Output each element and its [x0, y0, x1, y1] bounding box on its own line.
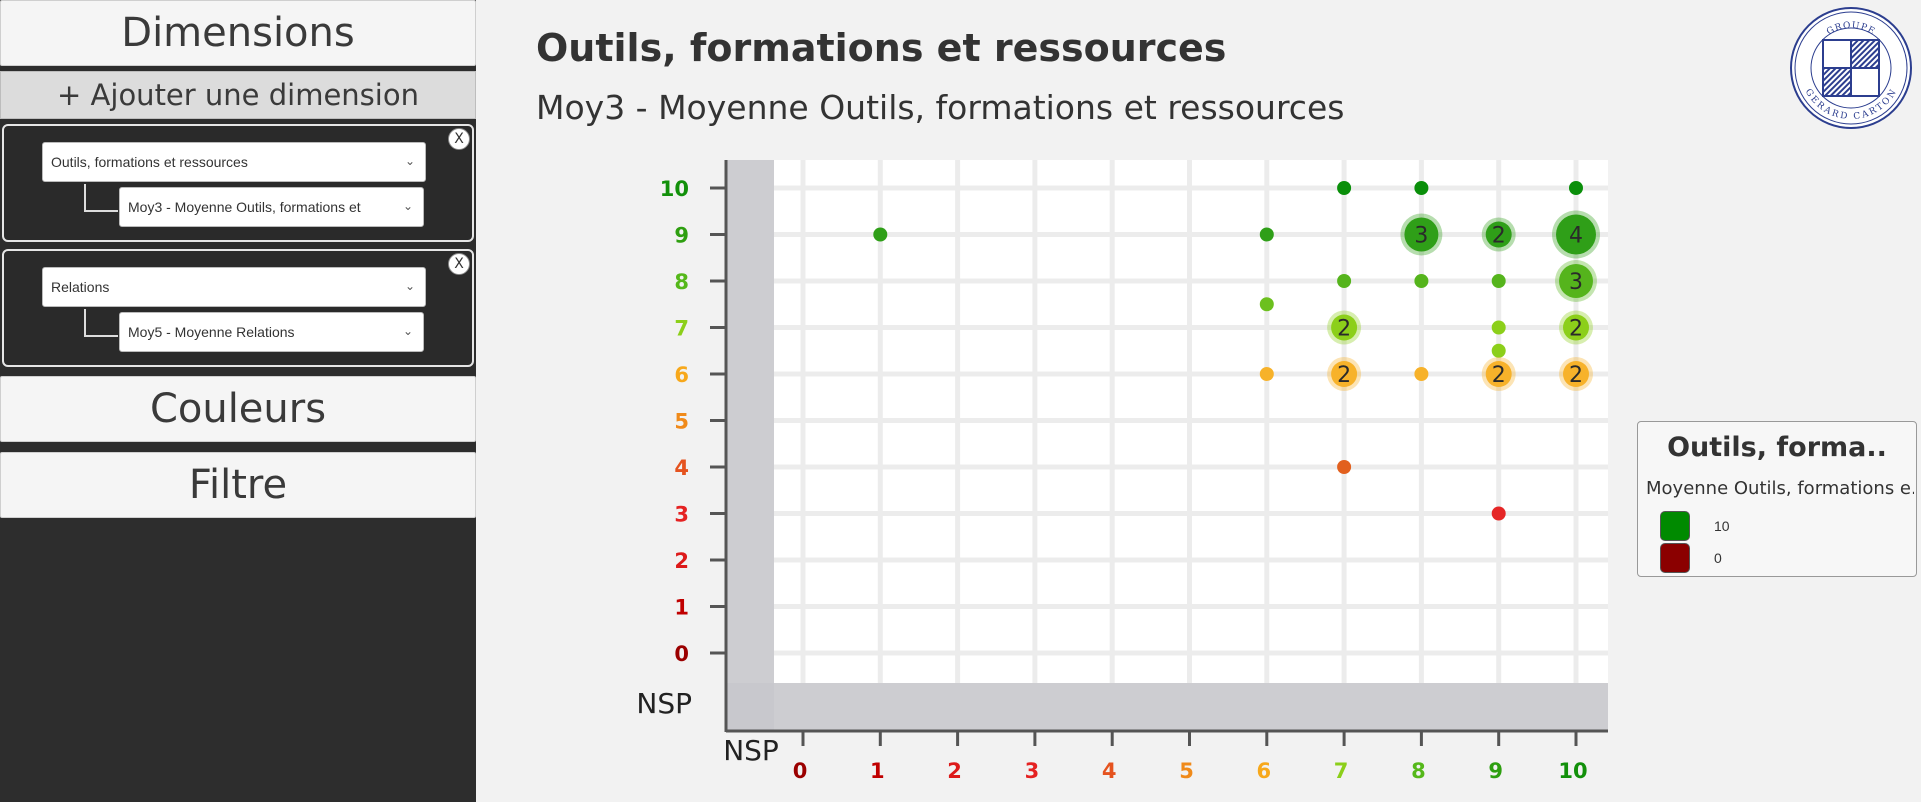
bubble-point — [1414, 181, 1429, 195]
y-tick-label: 10 — [660, 177, 689, 201]
bubble-count-label: 3 — [1569, 270, 1583, 295]
nsp-row-band — [726, 683, 1608, 730]
bubble-point — [1485, 361, 1512, 387]
bubble-count-label: 2 — [1492, 224, 1506, 249]
y-tick-label: NSP — [636, 687, 692, 720]
filter-header[interactable]: Filtre — [0, 452, 476, 518]
bubble-count-label: 3 — [1414, 224, 1428, 249]
tree-connector — [84, 309, 118, 337]
bubble-point — [1404, 217, 1439, 252]
sidebar: Dimensions + Ajouter une dimension X Out… — [0, 0, 476, 802]
chevron-down-icon: ⌄ — [404, 279, 415, 293]
dimension-2-select[interactable]: Relations ⌄ — [42, 267, 426, 307]
bubble-point — [1569, 181, 1583, 195]
bubble-count-label: 4 — [1569, 224, 1583, 249]
bubble-point — [1337, 274, 1352, 288]
x-tick-label: NSP — [723, 734, 779, 767]
y-tick-label: 1 — [674, 596, 689, 620]
bubble-point — [1556, 214, 1596, 255]
close-dimension-1-button[interactable]: X — [448, 128, 470, 150]
x-tick-label: 3 — [1025, 759, 1040, 783]
bubble-point — [1485, 221, 1512, 248]
x-tick-label: 2 — [947, 759, 962, 783]
x-tick-label: 9 — [1488, 759, 1503, 783]
bubble-point — [1491, 506, 1506, 521]
bubble-count-label: 2 — [1337, 317, 1351, 342]
dimension-1-select[interactable]: Outils, formations et ressources ⌄ — [42, 142, 426, 182]
dimension-2-sub-value: Moy5 - Moyenne Relations — [128, 324, 295, 340]
legend-label-low: 0 — [1714, 550, 1722, 566]
chevron-down-icon: ⌄ — [402, 199, 413, 213]
bubble-point — [1563, 314, 1589, 341]
bubble-point — [1331, 314, 1358, 341]
dimension-card-2: X Relations ⌄ Moy5 - Moyenne Relations ⌄ — [2, 249, 474, 367]
plot-area — [726, 160, 1608, 730]
page-title: Outils, formations et ressources — [536, 26, 1227, 70]
x-tick-label: 10 — [1558, 759, 1587, 783]
legend-swatch-high — [1660, 511, 1690, 541]
company-logo: GROUPE GERARD CARTON — [1790, 7, 1912, 129]
tree-connector — [84, 184, 118, 212]
bubble-point — [1559, 264, 1593, 298]
legend-swatch-low — [1660, 543, 1690, 573]
dimensions-header[interactable]: Dimensions — [0, 0, 476, 66]
legend-subtitle: Moyenne Outils, formations e.. — [1646, 478, 1914, 499]
y-tick-label: 8 — [674, 270, 689, 294]
bubble-point — [1259, 227, 1274, 242]
bubble-point — [1563, 361, 1589, 387]
legend-label-high: 10 — [1714, 518, 1730, 534]
y-tick-label: 4 — [674, 456, 689, 480]
bubble-point — [1337, 181, 1352, 195]
legend: Outils, forma.. Moyenne Outils, formatio… — [1637, 421, 1917, 577]
bubble-point — [1491, 343, 1506, 358]
chevron-down-icon: ⌄ — [404, 154, 415, 168]
x-tick-label: 5 — [1179, 759, 1194, 783]
y-tick-label: 2 — [674, 549, 689, 573]
add-dimension-button[interactable]: + Ajouter une dimension — [0, 71, 476, 119]
x-tick-label: 1 — [870, 759, 885, 783]
y-tick-label: 7 — [674, 317, 689, 341]
legend-title: Outils, forma.. — [1667, 432, 1887, 463]
dimension-2-value: Relations — [51, 279, 110, 295]
bubble-point — [1259, 297, 1274, 312]
x-tick-label: 4 — [1102, 759, 1117, 783]
page-subtitle: Moy3 - Moyenne Outils, formations et res… — [536, 88, 1345, 127]
x-tick-label: 0 — [793, 759, 808, 783]
bubble-point — [873, 227, 888, 242]
x-tick-label: 6 — [1256, 759, 1271, 783]
bubble-point — [1491, 320, 1506, 335]
bubble-count-label: 2 — [1492, 363, 1506, 388]
dimension-1-sub-value: Moy3 - Moyenne Outils, formations et — [128, 199, 361, 215]
chevron-down-icon: ⌄ — [402, 324, 413, 338]
y-tick-label: 9 — [674, 224, 689, 248]
bubble-point — [1259, 367, 1274, 381]
dimension-card-1: X Outils, formations et ressources ⌄ Moy… — [2, 124, 474, 242]
bubble-count-label: 2 — [1569, 363, 1583, 388]
dimension-1-sub-select[interactable]: Moy3 - Moyenne Outils, formations et ⌄ — [119, 187, 424, 227]
dimension-1-value: Outils, formations et ressources — [51, 154, 248, 170]
bubble-point — [1414, 274, 1429, 288]
colors-header[interactable]: Couleurs — [0, 376, 476, 442]
bubble-point — [1491, 274, 1506, 288]
bubble-point — [1331, 361, 1358, 387]
y-tick-label: 3 — [674, 503, 689, 527]
x-tick-label: 8 — [1411, 759, 1426, 783]
y-tick-label: 0 — [674, 642, 689, 666]
x-tick-label: 7 — [1334, 759, 1349, 783]
nsp-column-band — [726, 160, 774, 730]
close-dimension-2-button[interactable]: X — [448, 253, 470, 275]
dimension-2-sub-select[interactable]: Moy5 - Moyenne Relations ⌄ — [119, 312, 424, 352]
bubble-count-label: 2 — [1337, 363, 1351, 388]
bubble-count-label: 2 — [1569, 317, 1583, 342]
bubble-point — [1337, 460, 1352, 474]
bubble-point — [1414, 367, 1429, 381]
y-tick-label: 5 — [674, 410, 689, 434]
y-tick-label: 6 — [674, 363, 689, 387]
